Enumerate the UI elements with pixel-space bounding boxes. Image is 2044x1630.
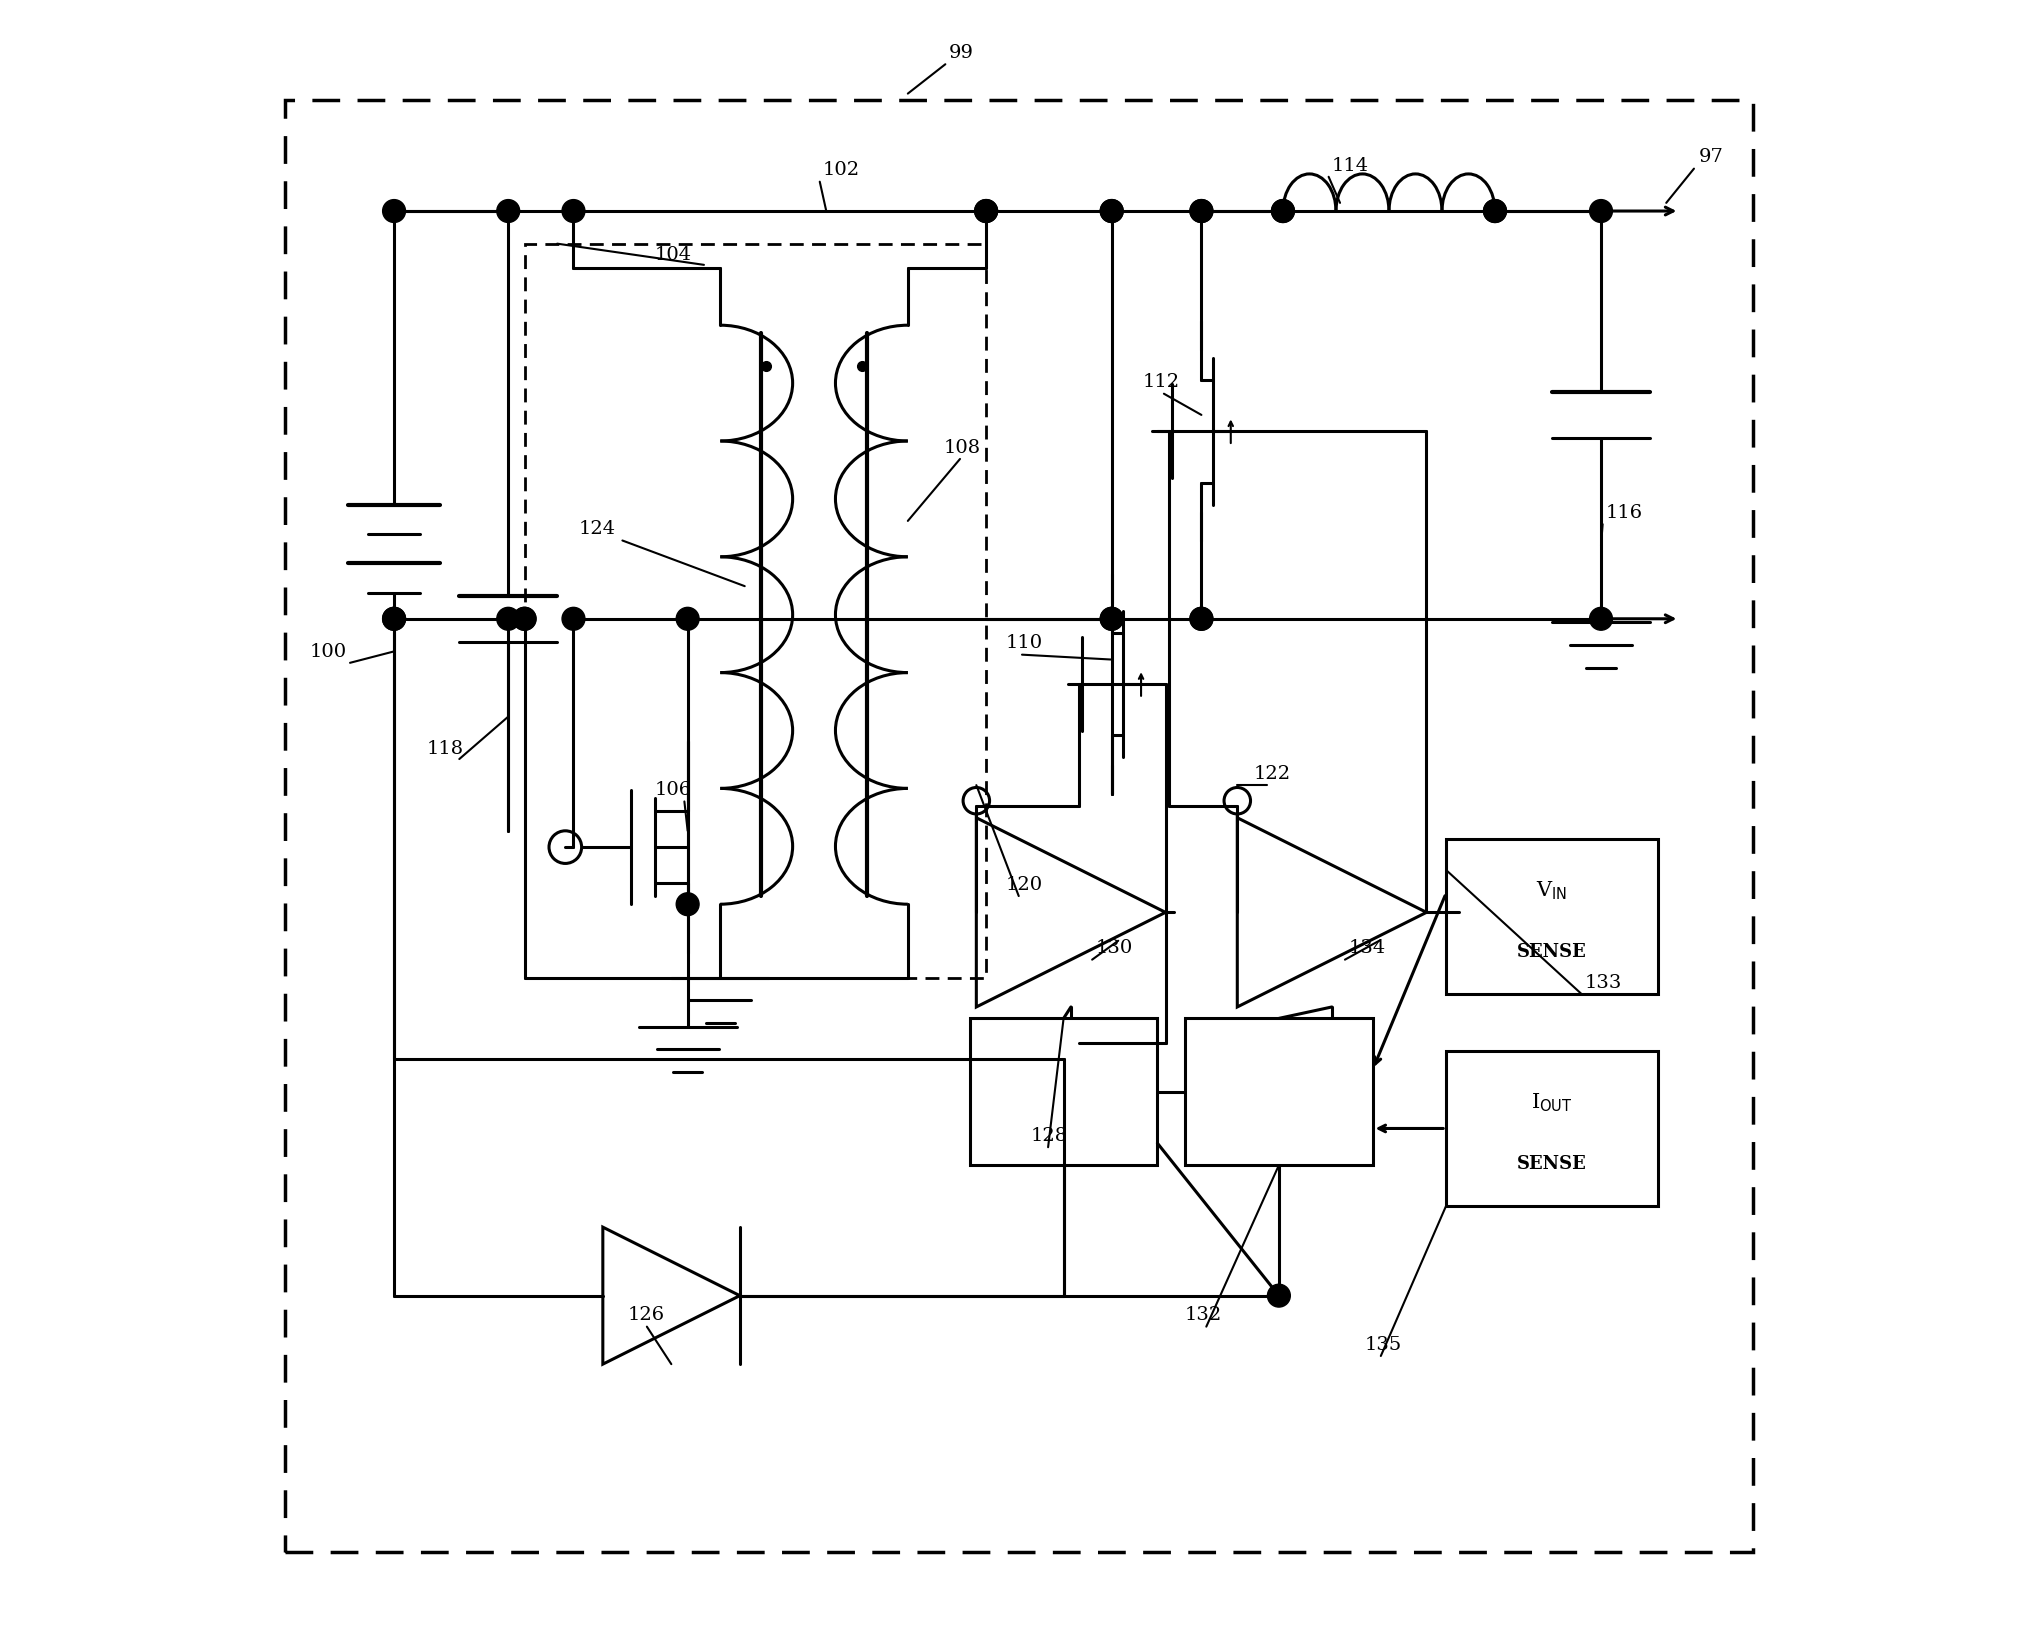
Text: 126: 126 [628, 1306, 664, 1324]
Circle shape [1267, 1284, 1290, 1307]
Text: 120: 120 [1006, 875, 1042, 893]
Circle shape [1590, 608, 1613, 631]
Text: 114: 114 [1333, 156, 1369, 174]
Text: 102: 102 [824, 161, 861, 179]
Text: 100: 100 [309, 642, 345, 660]
Circle shape [562, 608, 585, 631]
Circle shape [1271, 200, 1294, 223]
Circle shape [1100, 608, 1122, 631]
Circle shape [562, 200, 585, 223]
Circle shape [382, 200, 405, 223]
Circle shape [677, 893, 699, 916]
Circle shape [1484, 200, 1506, 223]
Circle shape [1100, 200, 1122, 223]
Circle shape [1590, 200, 1613, 223]
Circle shape [497, 200, 519, 223]
Text: 122: 122 [1253, 764, 1290, 782]
Text: 133: 133 [1584, 973, 1623, 991]
Circle shape [975, 200, 997, 223]
Text: 112: 112 [1143, 373, 1179, 391]
Circle shape [677, 608, 699, 631]
Text: 116: 116 [1607, 504, 1643, 522]
Circle shape [1100, 200, 1122, 223]
Circle shape [1271, 200, 1294, 223]
Text: 108: 108 [944, 438, 981, 456]
Circle shape [1190, 608, 1212, 631]
Circle shape [513, 608, 536, 631]
Circle shape [382, 608, 405, 631]
Text: 128: 128 [1030, 1126, 1067, 1144]
Circle shape [513, 608, 536, 631]
Text: 130: 130 [1096, 939, 1132, 957]
Text: V$_{\rm IN}$: V$_{\rm IN}$ [1537, 879, 1568, 901]
Circle shape [975, 200, 997, 223]
Text: 134: 134 [1349, 939, 1386, 957]
Text: 132: 132 [1186, 1306, 1222, 1324]
Circle shape [1190, 608, 1212, 631]
Text: 110: 110 [1006, 634, 1042, 652]
Circle shape [382, 608, 405, 631]
Text: 135: 135 [1365, 1335, 1402, 1353]
Circle shape [1100, 608, 1122, 631]
Circle shape [497, 608, 519, 631]
Text: 104: 104 [654, 246, 693, 264]
Circle shape [1190, 200, 1212, 223]
Text: SENSE: SENSE [1517, 1154, 1586, 1172]
Text: 97: 97 [1699, 148, 1723, 166]
Text: 118: 118 [427, 740, 464, 758]
Circle shape [1484, 200, 1506, 223]
Text: 99: 99 [948, 44, 973, 62]
Circle shape [1190, 200, 1212, 223]
Text: 124: 124 [578, 520, 615, 538]
Text: I$_{\rm OUT}$: I$_{\rm OUT}$ [1531, 1090, 1572, 1113]
Text: 106: 106 [654, 781, 693, 799]
Text: SENSE: SENSE [1517, 942, 1586, 960]
